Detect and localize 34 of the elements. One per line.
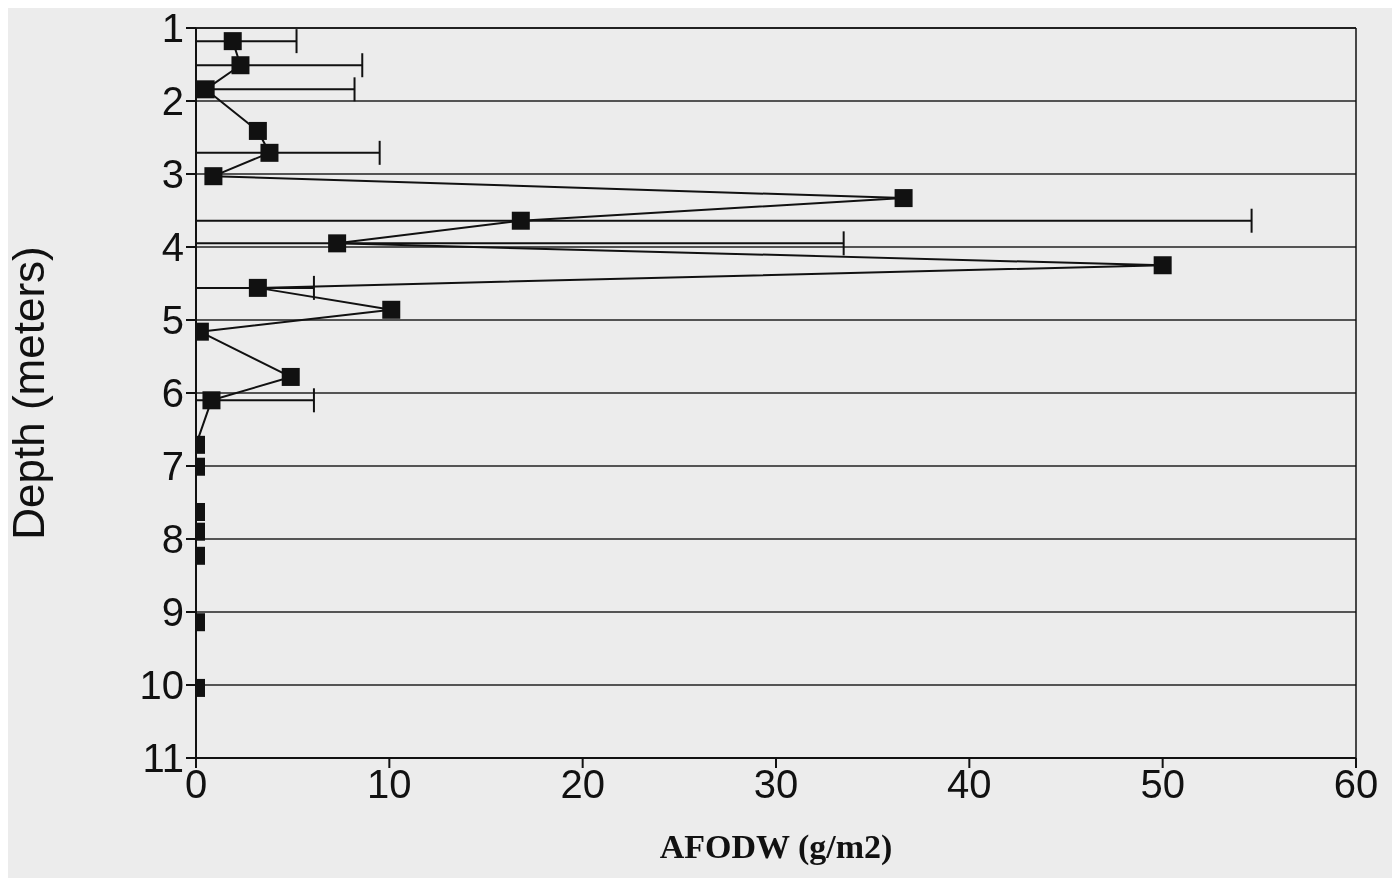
point — [231, 56, 250, 75]
point — [223, 32, 242, 51]
x-tick-label: 50 — [1140, 762, 1185, 807]
x-tick-label: 10 — [367, 762, 412, 807]
x-tick-label: 0 — [184, 762, 208, 807]
y-tick-label: 7 — [161, 444, 184, 489]
point — [281, 367, 300, 386]
x-tick-label: 60 — [1333, 762, 1379, 807]
y-tick-label: 10 — [139, 663, 184, 708]
x-tick-label: 30 — [753, 762, 799, 807]
y-tick-label: 11 — [142, 736, 184, 781]
point — [202, 391, 221, 410]
point — [204, 167, 223, 186]
y-axis-title: Depth (meters) — [3, 246, 53, 540]
point — [196, 80, 215, 99]
point — [248, 278, 267, 297]
y-tick-label: 8 — [161, 517, 184, 562]
y-tick-label: 2 — [161, 79, 184, 124]
x-tick-label: 40 — [947, 762, 992, 807]
point — [260, 143, 279, 162]
y-tick-label: 3 — [161, 152, 184, 197]
y-tick-label: 5 — [161, 298, 184, 343]
x-axis-title: AFODW (g/m2) — [659, 828, 893, 866]
y-tick-label: 9 — [161, 590, 184, 635]
point — [1153, 256, 1172, 275]
x-tick-label: 20 — [560, 762, 605, 807]
y-tick-label: 1 — [161, 6, 184, 51]
point — [382, 300, 401, 319]
point — [328, 234, 347, 253]
y-tick-label: 6 — [161, 371, 184, 416]
y-tick-label: 4 — [161, 225, 184, 270]
point — [894, 189, 913, 208]
point — [511, 211, 530, 230]
point — [248, 121, 267, 140]
